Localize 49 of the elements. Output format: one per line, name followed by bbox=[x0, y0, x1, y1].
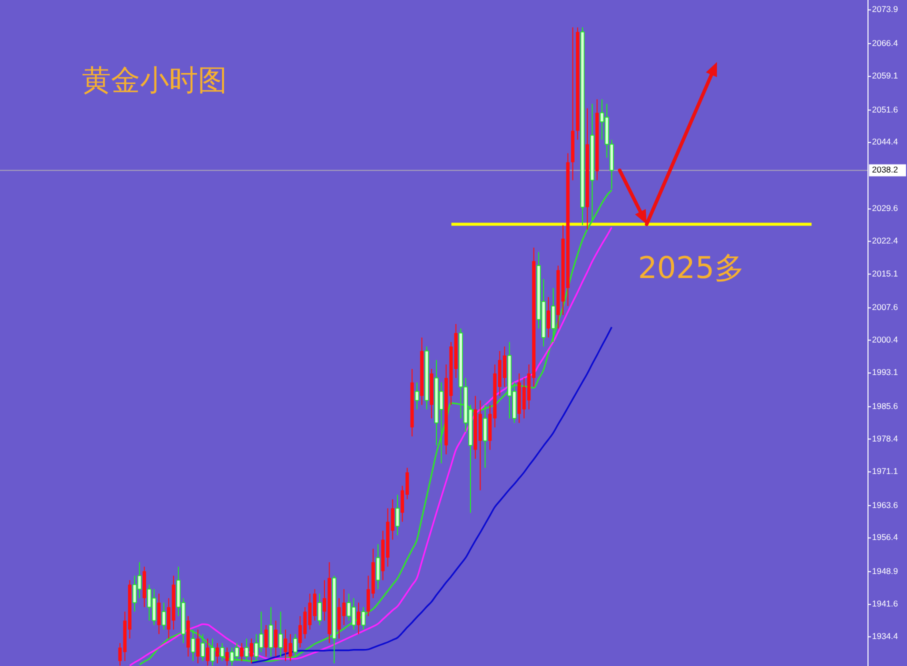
candlestick bbox=[200, 634, 205, 662]
candlestick bbox=[551, 288, 556, 342]
candlestick bbox=[376, 544, 380, 590]
y-tick-label: 2015.1 bbox=[872, 268, 898, 278]
candlestick bbox=[196, 629, 200, 664]
candlestick bbox=[395, 494, 400, 536]
candlestick bbox=[293, 634, 298, 658]
candlestick bbox=[483, 404, 488, 468]
candlestick bbox=[250, 638, 254, 664]
candlestick bbox=[274, 620, 278, 658]
ref-line-label: 2038.2 bbox=[872, 164, 898, 175]
ref-line-label: 2025多 bbox=[638, 251, 744, 286]
text: 黄金小时图 bbox=[82, 63, 227, 97]
candlestick bbox=[162, 602, 166, 630]
candlestick bbox=[361, 606, 366, 630]
candlestick bbox=[244, 638, 249, 662]
candlestick bbox=[240, 642, 244, 662]
y-tick-label: 1978.4 bbox=[872, 433, 898, 444]
y-tick-label: 2066.4 bbox=[872, 38, 898, 48]
y-tick-label: 1971.1 bbox=[872, 466, 898, 476]
line-series bbox=[250, 326, 612, 664]
y-tick-label: 1956.4 bbox=[872, 532, 898, 542]
candlestick bbox=[157, 593, 161, 635]
y-tick-label: 2000.4 bbox=[872, 334, 898, 344]
y-tick-label: 1963.6 bbox=[872, 500, 898, 510]
candlestick bbox=[278, 611, 283, 658]
y-tick-label: 2044.4 bbox=[872, 136, 898, 147]
candlestick bbox=[317, 593, 322, 626]
y-tick-label: 2022.4 bbox=[872, 236, 898, 246]
y-tick-label: 1948.9 bbox=[872, 566, 898, 576]
candlestick bbox=[264, 624, 268, 658]
y-tick-label: 2007.6 bbox=[872, 302, 898, 312]
candlestick bbox=[546, 296, 550, 338]
candlestick bbox=[210, 638, 215, 666]
y-tick-label: 2073.9 bbox=[872, 4, 898, 14]
y-tick-label: 1993.1 bbox=[872, 367, 898, 378]
candlestick bbox=[225, 647, 229, 666]
candlestick bbox=[220, 642, 224, 662]
candlestick bbox=[190, 629, 196, 662]
y-tick-label: 2051.6 bbox=[872, 104, 898, 114]
y-tick-label: 1941.6 bbox=[872, 598, 898, 609]
candlestick bbox=[414, 382, 420, 410]
candlestick bbox=[268, 606, 274, 658]
y-tick-label: 1985.6 bbox=[872, 400, 898, 411]
y-tick-label: 2059.1 bbox=[872, 70, 898, 81]
candlestick bbox=[206, 638, 210, 666]
y-tick-label: 2029.6 bbox=[872, 203, 898, 214]
y-tick-label: 1934.4 bbox=[872, 631, 898, 642]
candlestick bbox=[216, 642, 220, 664]
